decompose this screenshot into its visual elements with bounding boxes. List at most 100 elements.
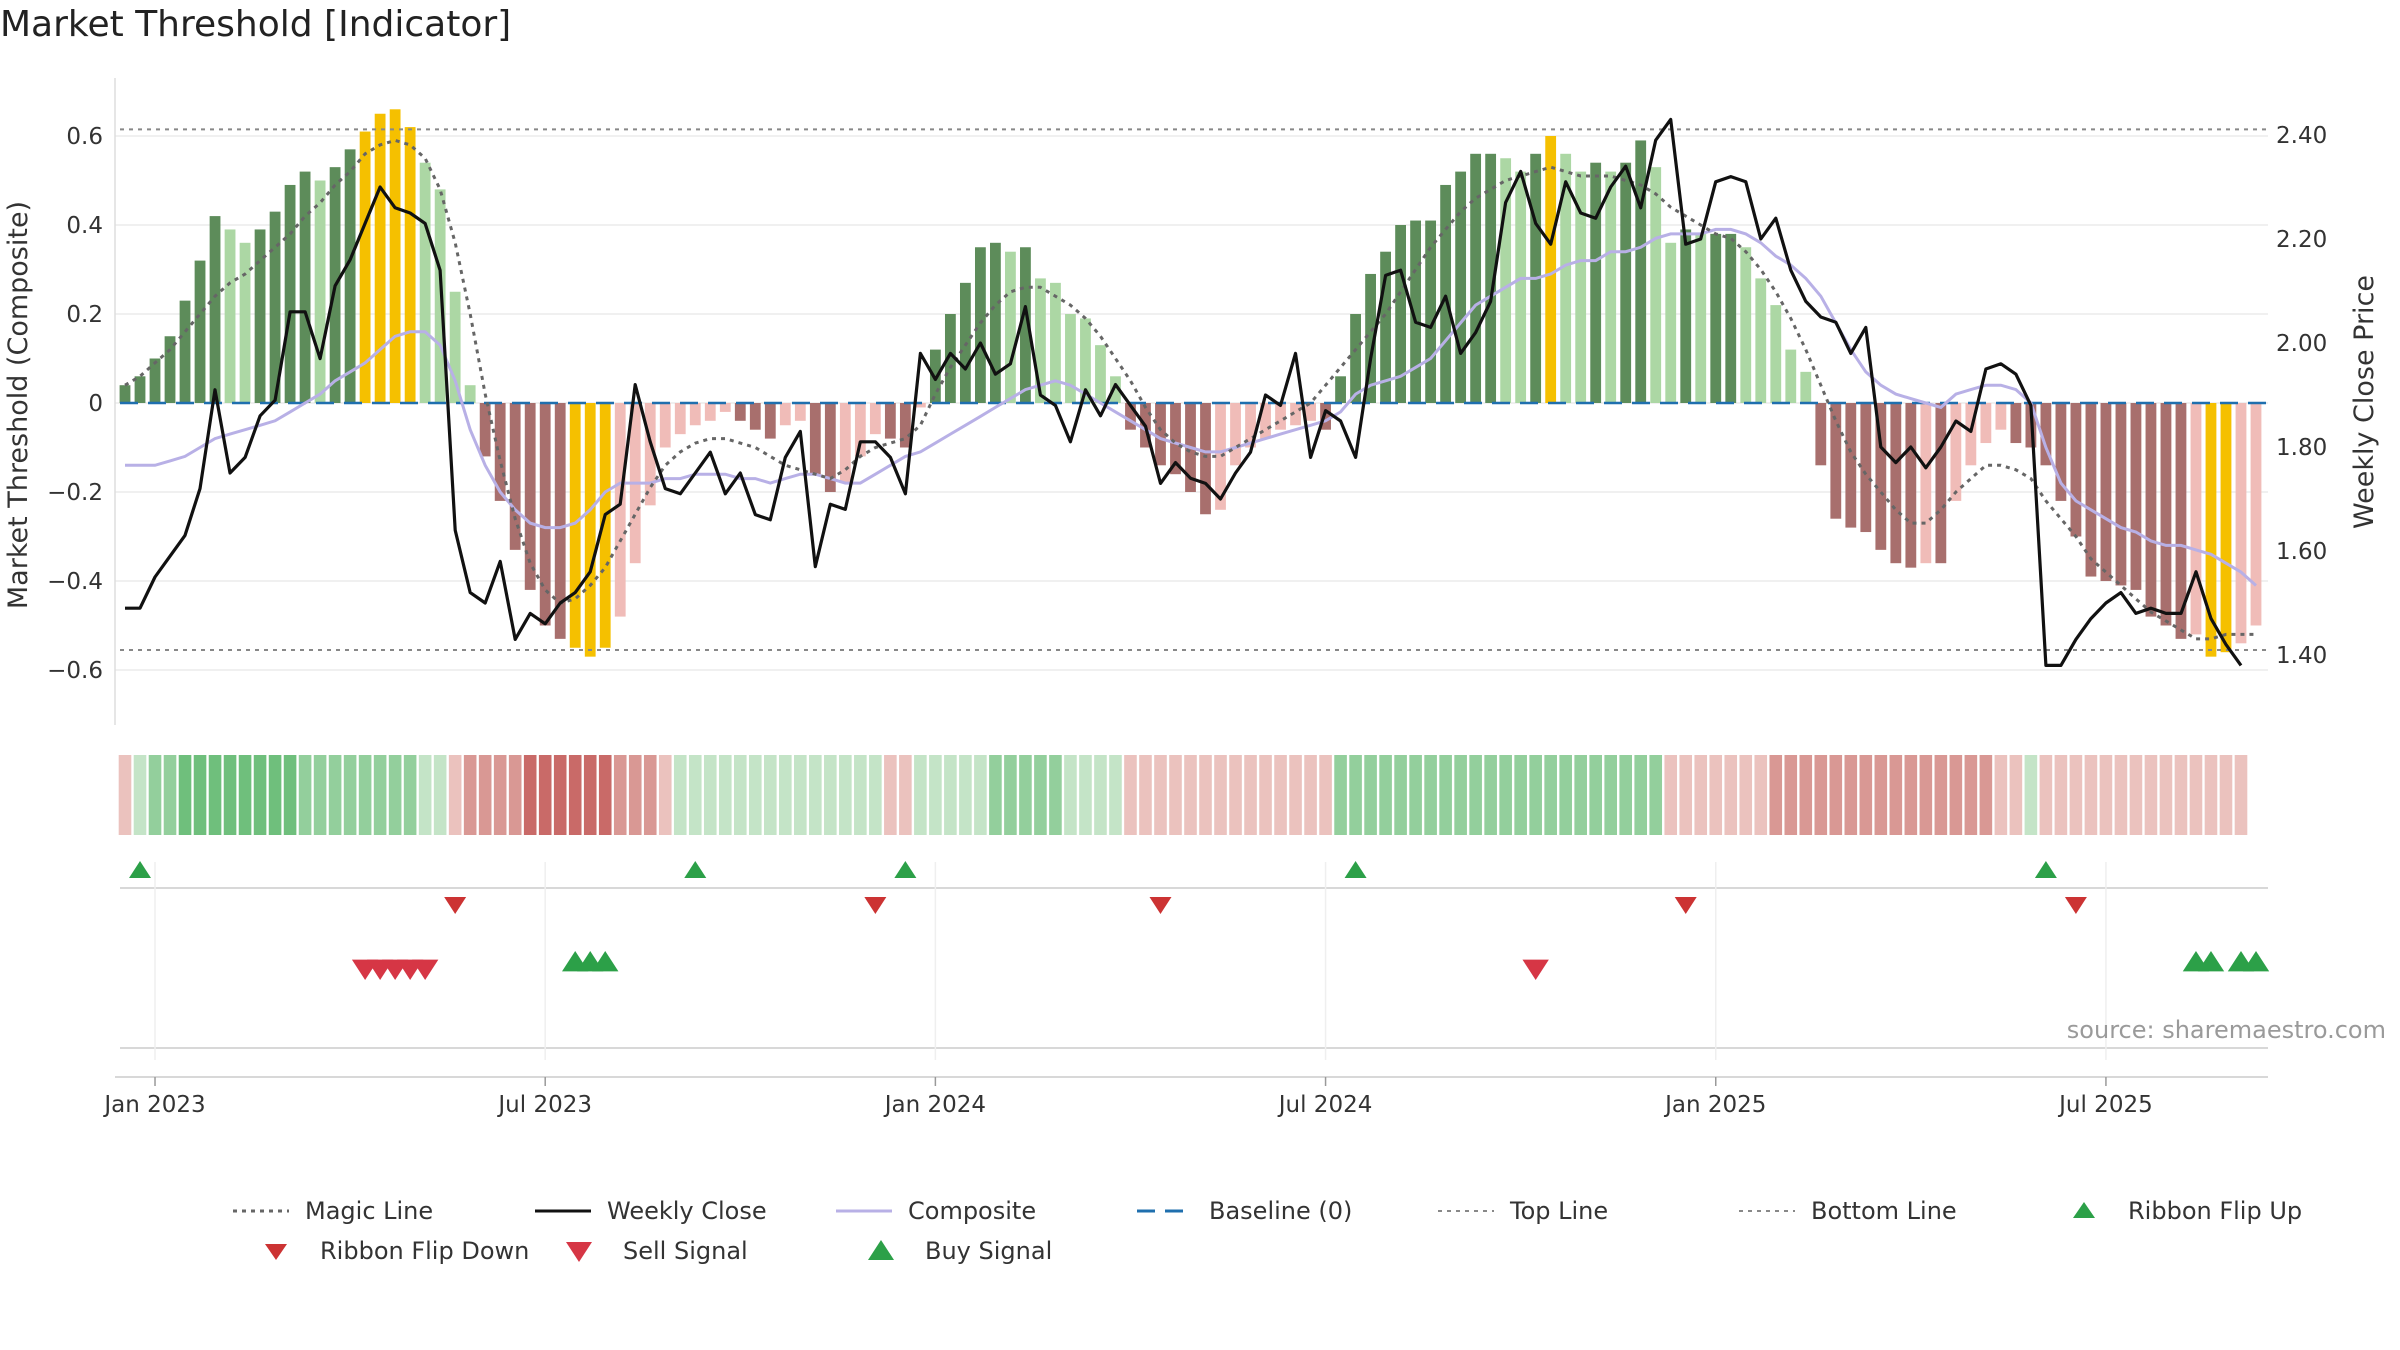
composite-bar (2235, 403, 2247, 644)
ribbon-cell (1514, 755, 1527, 835)
composite-bar (1680, 229, 1692, 403)
ribbon-flip-down-marker (1149, 897, 1172, 914)
composite-bar (1620, 162, 1632, 403)
composite-bar (2205, 403, 2217, 657)
composite-bar (1845, 403, 1857, 528)
composite-bar (1650, 167, 1662, 403)
dashed-line-icon (1135, 1196, 1195, 1226)
ribbon-cell (2024, 755, 2038, 835)
ribbon-cell (1454, 755, 1467, 835)
ribbon-cell (1544, 755, 1557, 835)
ribbon-cell (1244, 755, 1257, 835)
ribbon-cell (568, 755, 582, 835)
composite-bar (1305, 403, 1316, 421)
dotted-line-light-icon (1436, 1196, 1496, 1226)
ribbon-cell (989, 755, 1002, 835)
ribbon-cell (1499, 755, 1512, 835)
ribbon-cell (1979, 755, 1993, 835)
composite-bar (2010, 403, 2022, 444)
ribbon-cell (283, 755, 297, 835)
ribbon-cell (1949, 755, 1963, 835)
legend-label: Weekly Close (607, 1197, 767, 1225)
ribbon-cell (1859, 755, 1873, 835)
legend-item: Top Line (1436, 1196, 1608, 1226)
ribbon-cell (824, 755, 837, 835)
ribbon-cell (1739, 755, 1753, 835)
composite-bar (1260, 403, 1271, 439)
composite-bars (119, 109, 2262, 657)
axes: 0.6 0.4 0.2 0 −0.2 −0.4 −0.6 2.40 2.20 2.00 1.80 1.… (3, 78, 2380, 725)
ribbon-cell (1184, 755, 1197, 835)
ribbon-cell (403, 755, 417, 835)
ribbon-cell (2114, 755, 2128, 835)
ribbon-cell (1649, 755, 1663, 835)
composite-bar (479, 403, 491, 457)
ribbon-cell (1019, 755, 1032, 835)
legend-item: Ribbon Flip Down (246, 1236, 529, 1266)
ribbon-cell (673, 755, 687, 835)
composite-bar (1890, 403, 1902, 564)
y-tick-label-left: −0.4 (47, 569, 103, 595)
composite-bar (1875, 403, 1887, 550)
ribbon-cell (2129, 755, 2143, 835)
signal-markers (120, 861, 2270, 1060)
ribbon-cell (2234, 755, 2248, 835)
composite-bar (1245, 403, 1256, 448)
composite-bar (1095, 345, 1106, 403)
ribbon-flip-down-marker (2064, 897, 2087, 914)
composite-bar (884, 403, 896, 439)
ribbon-cell (929, 755, 942, 835)
composite-bar (524, 403, 536, 590)
legend-item: Bottom Line (1737, 1196, 1957, 1226)
composite-bar (2070, 403, 2082, 537)
composite-bar (1800, 371, 1812, 403)
composite-bar (1830, 403, 1842, 519)
ribbon-flip-up-marker (1344, 861, 1367, 878)
composite-bar (1575, 171, 1587, 403)
y-tick-label-left: 0.4 (66, 213, 103, 239)
composite-bar (824, 403, 836, 492)
y-tick-label-left: 0.2 (66, 302, 103, 328)
legend-item: Baseline (0) (1135, 1196, 1352, 1226)
ribbon-cell (658, 755, 672, 835)
composite-bar (464, 385, 476, 403)
composite-bar (1935, 403, 1947, 564)
ribbon-cell (643, 755, 657, 835)
composite-bar (2055, 403, 2067, 501)
sell-signal-marker (411, 959, 439, 980)
ribbon-cell (178, 755, 192, 835)
ribbon-cell (1379, 755, 1392, 835)
ribbon-cell (238, 755, 252, 835)
composite-bar (1020, 247, 1031, 403)
ribbon-cell (328, 755, 342, 835)
ribbon-cell (1904, 755, 1918, 835)
ribbon-cell (1994, 755, 2008, 835)
ribbon-cell (1574, 755, 1587, 835)
composite-bar (2100, 403, 2112, 581)
composite-bar (269, 211, 281, 403)
composite-bar (644, 403, 656, 506)
ribbon-cell (1154, 755, 1167, 835)
ribbon-cell (148, 755, 162, 835)
composite-bar (1770, 305, 1782, 403)
ribbon-cell (718, 755, 732, 835)
composite-bar (449, 291, 461, 403)
composite-bar (2190, 403, 2202, 635)
ribbon-cell (2189, 755, 2203, 835)
x-tick-label: Jan 2024 (883, 1092, 986, 1118)
ribbon-cell (839, 755, 852, 835)
x-tick-label: Jan 2023 (102, 1092, 205, 1118)
composite-bar (1215, 403, 1226, 510)
ribbon-cell (688, 755, 702, 835)
legend-label: Bottom Line (1811, 1197, 1957, 1225)
composite-bar (599, 403, 611, 648)
y-tick-label-left: 0.6 (66, 124, 103, 150)
triangle-up-icon (2054, 1196, 2114, 1226)
ribbon-cell (2039, 755, 2053, 835)
ribbon-cell (388, 755, 402, 835)
composite-bar (1470, 153, 1482, 403)
composite-bar (1395, 225, 1407, 403)
ribbon-cell (2054, 755, 2068, 835)
chart-legend: Magic Line Weekly Close Composite Baseline … (0, 1196, 2400, 1306)
ribbon-cell (118, 755, 132, 835)
